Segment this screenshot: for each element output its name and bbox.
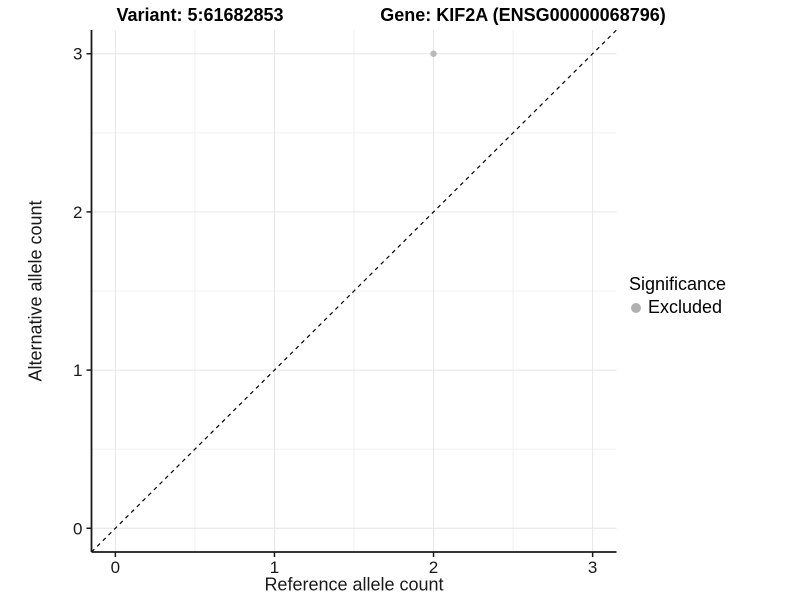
y-axis-title: Alternative allele count	[25, 200, 46, 382]
x-tick-label: 3	[588, 558, 597, 577]
x-axis-title: Reference allele count	[264, 574, 444, 595]
legend-key-dot-icon	[631, 302, 641, 313]
legend-entry-label: Excluded	[648, 297, 723, 317]
plot-title-variant: Variant: 5:61682853	[116, 5, 284, 25]
data-point	[430, 50, 437, 57]
x-tick-label: 2	[429, 558, 438, 577]
legend: Significance Excluded	[629, 274, 726, 318]
x-tick-label: 0	[111, 558, 120, 577]
y-tick-label: 0	[73, 519, 82, 538]
legend-entry: Excluded	[629, 297, 726, 318]
legend-entries: Excluded	[629, 297, 726, 318]
y-tick-label: 1	[73, 361, 82, 380]
identity-line	[91, 29, 617, 553]
x-tick-label: 1	[270, 558, 279, 577]
y-tick-label: 3	[73, 45, 82, 64]
legend-title: Significance	[629, 274, 727, 294]
y-tick-label: 2	[73, 203, 82, 222]
plot-title-gene: Gene: KIF2A (ENSG00000068796)	[380, 5, 666, 25]
